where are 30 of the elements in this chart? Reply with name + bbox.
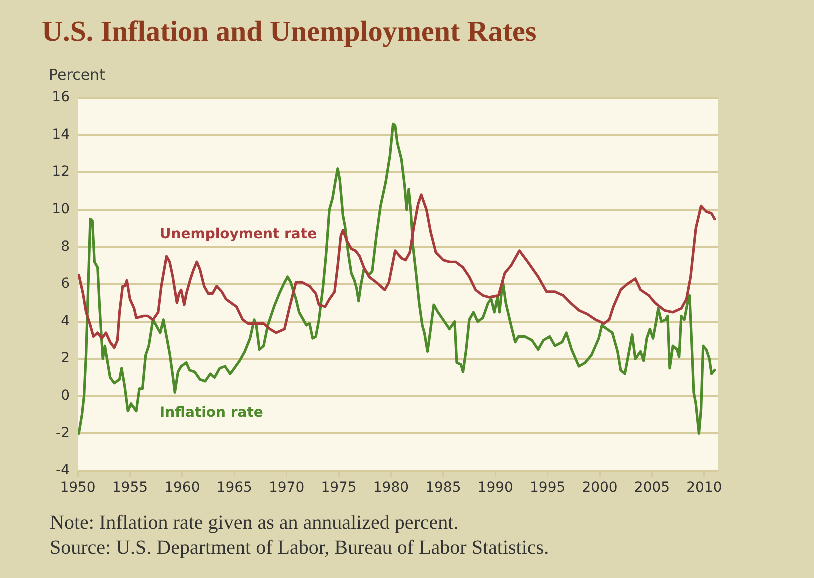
- y-tick-label: 6: [61, 276, 70, 292]
- y-tick-label: 0: [61, 388, 70, 404]
- y-axis-title: Percent: [49, 66, 106, 84]
- x-tick-label: 2000: [582, 480, 618, 496]
- y-tick-label: 10: [52, 202, 70, 218]
- x-tick-label: 1960: [164, 480, 200, 496]
- x-tick-label: 1980: [373, 480, 410, 496]
- y-tick-label: -2: [56, 425, 70, 442]
- x-tick-label: 2005: [634, 480, 670, 496]
- x-tick-label: 1995: [530, 480, 566, 496]
- x-tick-label: 1985: [426, 480, 462, 496]
- x-tick-label: 1965: [216, 480, 252, 496]
- x-tick-label: 1970: [268, 480, 305, 496]
- chart-title: U.S. Inflation and Unemployment Rates: [42, 16, 537, 49]
- x-tick-label: 1950: [60, 480, 96, 496]
- x-tick-label: 1955: [112, 480, 148, 496]
- y-tick-label: 14: [52, 126, 70, 143]
- series-label: Inflation rate: [160, 404, 264, 421]
- text: Note: Inflation rate given as an annualized percent.: [50, 512, 459, 535]
- series-label: Unemployment rate: [160, 226, 318, 243]
- y-tick-label: 8: [61, 238, 70, 255]
- source-note: Source: U.S. Department of Labor, Bureau of Labor Statistics.: [50, 537, 550, 560]
- x-tick-label: 2010: [686, 480, 722, 496]
- x-tick-label: 1975: [321, 480, 357, 496]
- y-tick-label: 4: [61, 313, 70, 330]
- x-tick-label: 1990: [478, 480, 514, 496]
- y-tick-label: -4: [56, 462, 70, 479]
- y-tick-label: 2: [61, 350, 70, 367]
- y-tick-label: 12: [52, 164, 70, 180]
- y-tick-label: 16: [52, 90, 70, 106]
